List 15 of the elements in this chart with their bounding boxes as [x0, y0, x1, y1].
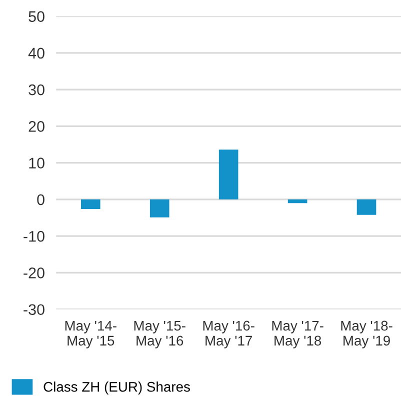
y-tick-label: 10: [29, 158, 44, 168]
x-tick-label: May '14- May '15: [65, 320, 116, 348]
x-tick-label: May '16- May '17: [203, 320, 254, 348]
y-tick-label: 0: [37, 194, 44, 206]
y-tick-label: 20: [28, 121, 44, 132]
x-tick-label: May '15- May '16: [134, 320, 186, 348]
y-tick-label: 40: [28, 48, 44, 59]
y-tick-label: -20: [24, 268, 44, 278]
y-tick-label: -30: [24, 304, 44, 316]
x-tick-label: May '17- May '18: [272, 320, 324, 348]
y-tick-label: 50: [28, 11, 44, 22]
y-tick-label: 30: [28, 84, 44, 96]
y-tick-label: -10: [24, 230, 44, 242]
legend-label: Class ZH (EUR) Shares: [44, 382, 190, 394]
x-tick-label: May '18- May '19: [341, 320, 392, 348]
